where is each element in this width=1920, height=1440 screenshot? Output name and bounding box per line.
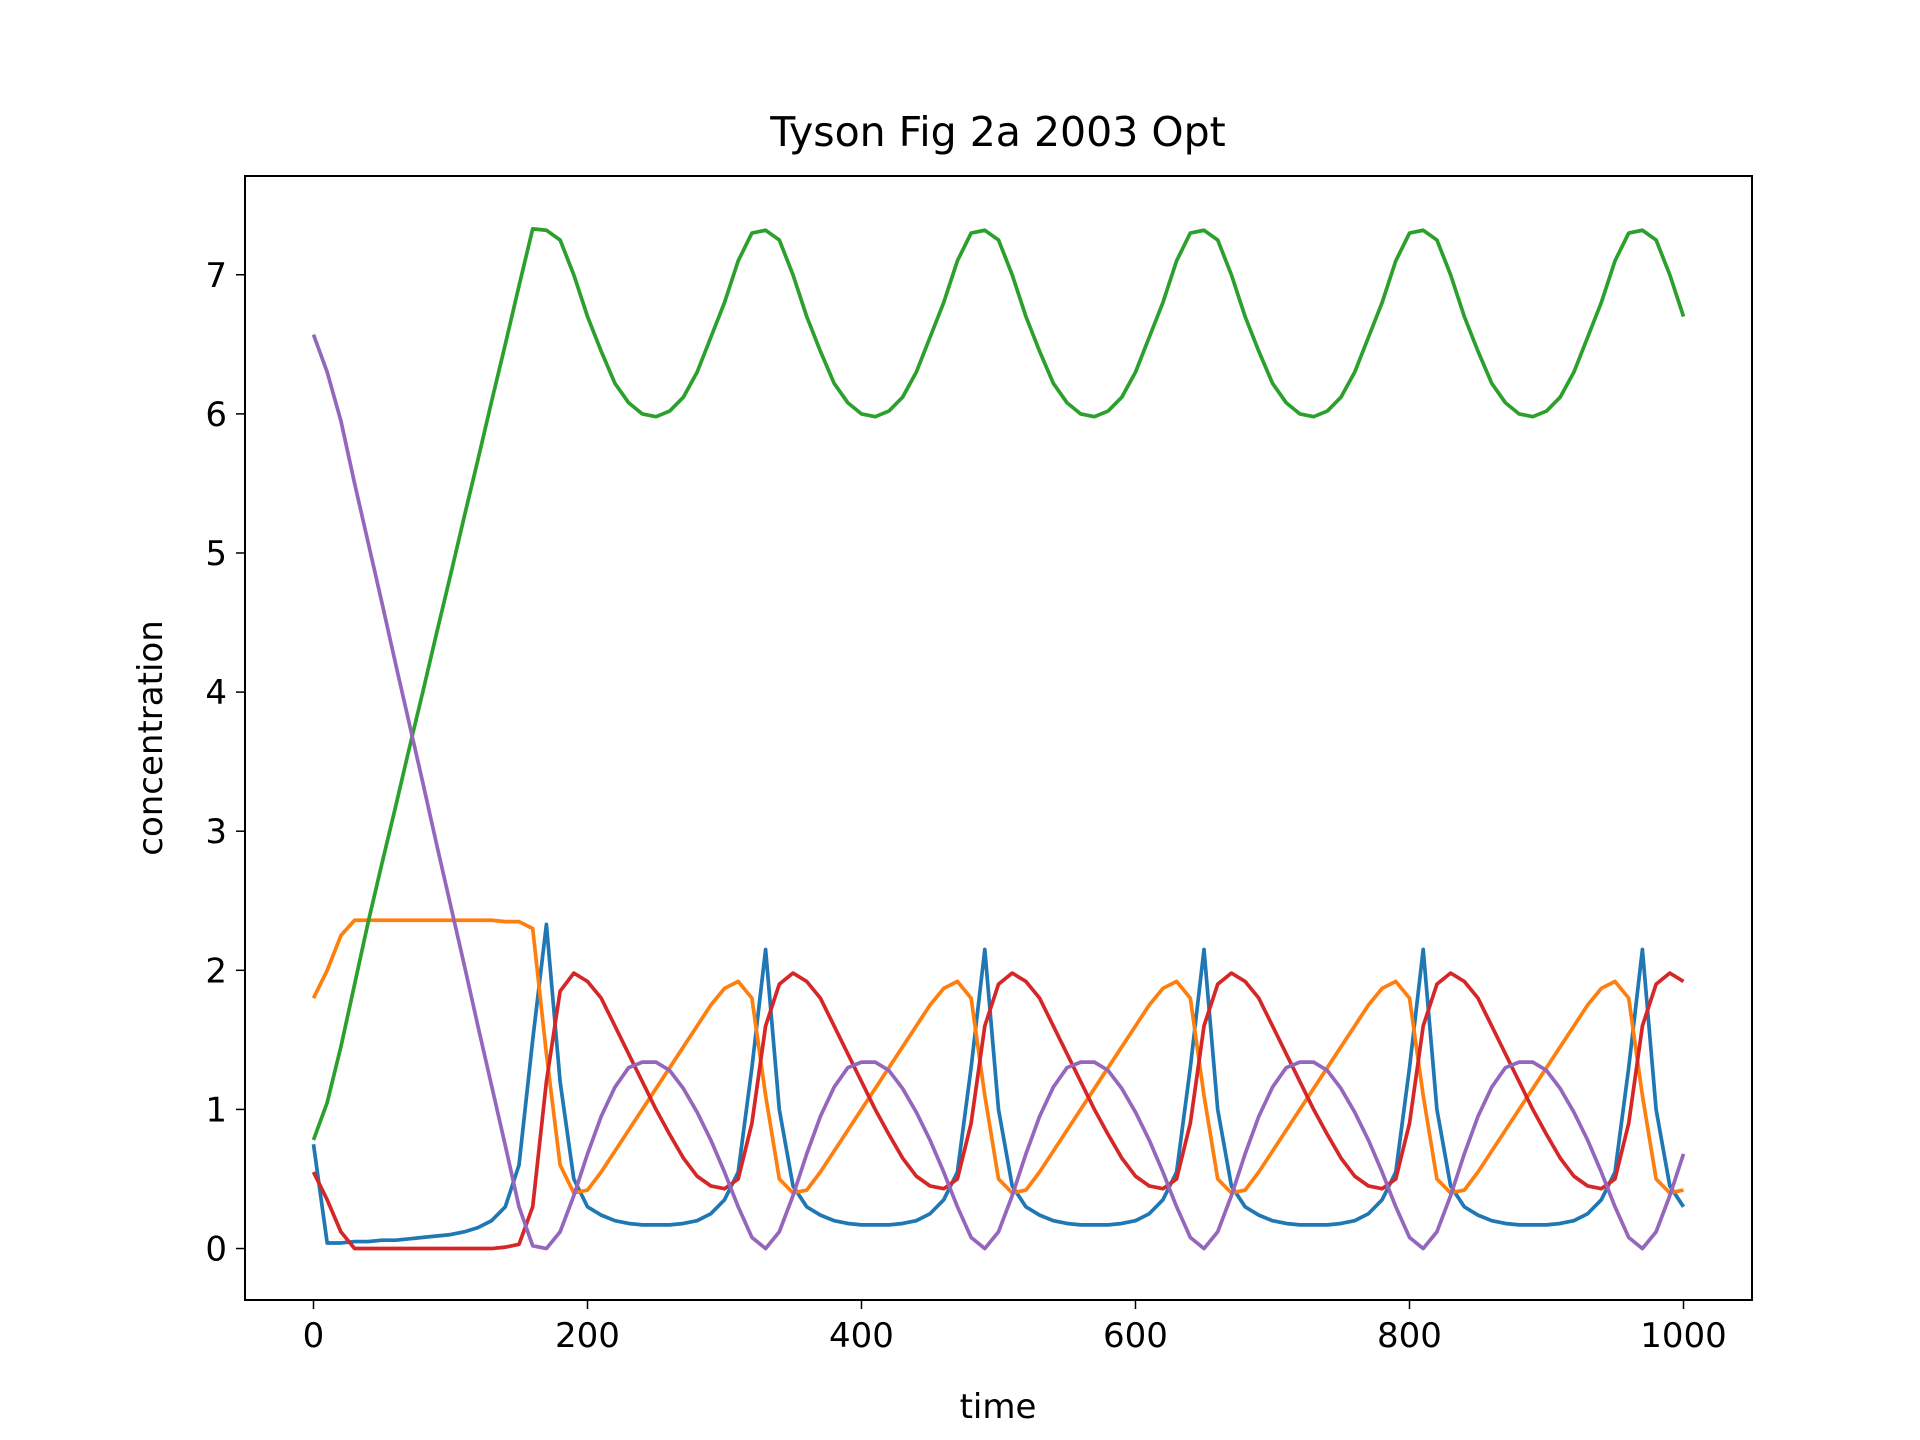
series-line xyxy=(311,227,1686,1141)
y-tick-label: 7 xyxy=(205,256,227,296)
x-tick-label: 0 xyxy=(303,1316,325,1356)
plot-frame xyxy=(244,175,1753,1301)
x-axis-label: time xyxy=(960,1387,1037,1427)
x-tick-label: 400 xyxy=(829,1316,894,1356)
y-tick-label: 5 xyxy=(205,534,227,574)
y-axis-label: concentration xyxy=(131,620,171,855)
y-tick-label: 4 xyxy=(205,673,227,713)
y-tick-label: 0 xyxy=(205,1230,227,1270)
x-tick-label: 200 xyxy=(555,1316,620,1356)
series-line xyxy=(311,333,1686,1251)
x-tick-label: 1000 xyxy=(1640,1316,1727,1356)
y-tick-label: 6 xyxy=(205,395,227,435)
y-tick-label: 3 xyxy=(205,812,227,852)
y-tick-label: 2 xyxy=(205,951,227,991)
series-line xyxy=(311,971,1685,1251)
chart-title: Tyson Fig 2a 2003 Opt xyxy=(769,108,1225,156)
x-tick-label: 600 xyxy=(1103,1316,1168,1356)
y-tick-label: 1 xyxy=(205,1090,227,1130)
x-tick-label: 800 xyxy=(1377,1316,1442,1356)
series-line xyxy=(311,918,1684,1195)
